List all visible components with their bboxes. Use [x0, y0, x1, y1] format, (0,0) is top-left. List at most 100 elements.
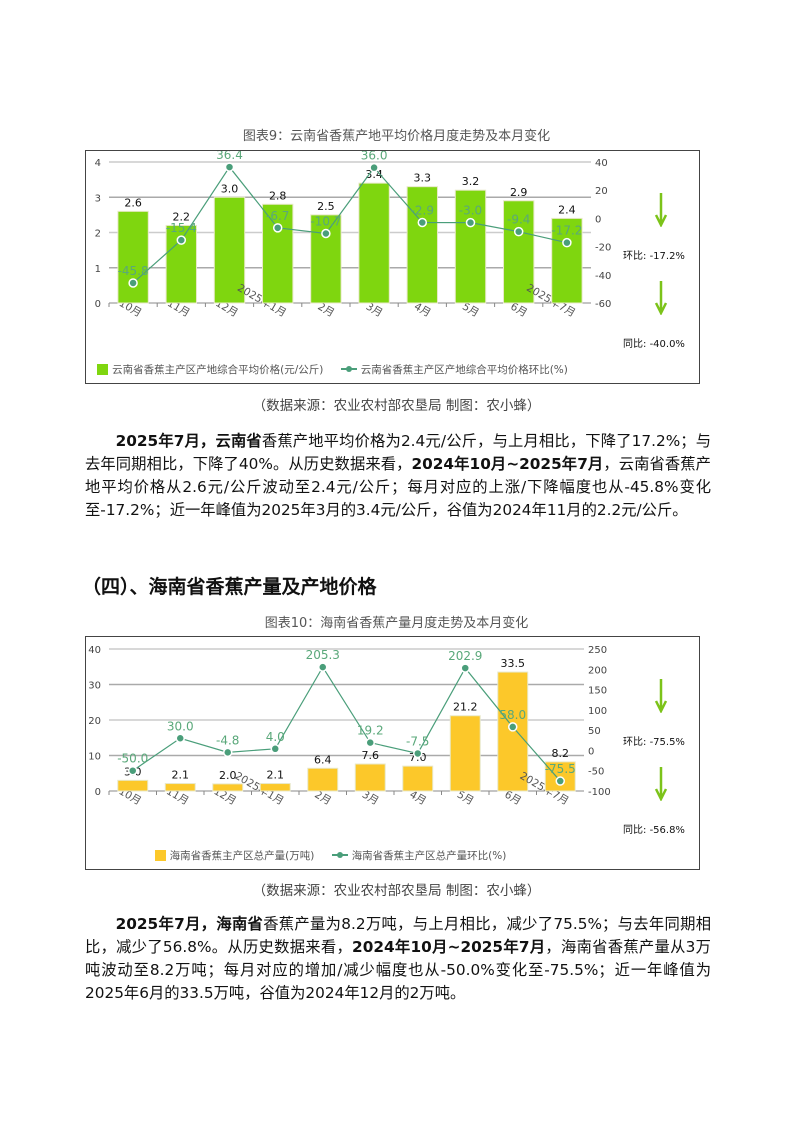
- yoy-label: 同比:: [623, 825, 647, 836]
- chart-legend: 海南省香蕉主产区总产量(万吨) 海南省香蕉主产区总产量环比(%): [24, 848, 637, 863]
- line-point: [175, 733, 185, 744]
- bold-text: 2025年7月，云南省: [115, 432, 262, 450]
- bold-text: 2025年7月，海南省: [115, 915, 264, 933]
- bar-value-label: 2.9: [510, 186, 528, 199]
- line-value-label: -4.8: [216, 733, 239, 747]
- line-value-label: -17.2: [551, 224, 582, 238]
- yoy-value: -56.8%: [649, 825, 685, 836]
- legend-line-label: 云南省香蕉主产区产地综合平均价格环比(%): [360, 364, 568, 376]
- text-segment: ，云南省香蕉产地平均价格从2.6元/公斤波动至2.4元/公斤；每月对应的上涨/下…: [85, 455, 711, 519]
- right-axis-tick: -50: [588, 767, 604, 778]
- left-axis-tick: 0: [95, 299, 101, 310]
- bar: [402, 765, 434, 792]
- line-series: [132, 166, 568, 284]
- yoy-value: -40.0%: [649, 339, 685, 350]
- left-axis-tick: 40: [88, 645, 101, 656]
- right-axis-tick: 0: [595, 214, 601, 225]
- yoy-label: 同比:: [623, 339, 647, 350]
- bar: [354, 763, 386, 792]
- bar-value-label: 2.1: [267, 769, 285, 782]
- bold-text: 2024年10月~2025年7月: [411, 455, 604, 473]
- chart-caption: 图表9：云南省香蕉产地平均价格月度走势及本月变化: [242, 129, 551, 144]
- bar-value-label: 7.6: [362, 749, 380, 762]
- line-series: [132, 665, 561, 782]
- legend-line-swatch: [340, 365, 357, 372]
- bar-value-label: 8.2: [552, 747, 570, 760]
- mom-label: 环比:: [623, 251, 647, 262]
- line-point: [128, 278, 138, 288]
- bar: [454, 189, 487, 304]
- legend-bar-label: 海南省香蕉主产区总产量(万吨): [169, 850, 315, 862]
- right-axis-tick: 150: [588, 686, 607, 697]
- line-point: [272, 223, 283, 233]
- bar-value-label: 3.2: [462, 175, 480, 188]
- bar: [262, 203, 294, 304]
- line-point: [128, 765, 138, 776]
- data-source: （数据来源：农业农村部农垦局 制图：农小蜂）: [252, 398, 541, 414]
- line-point: [176, 235, 187, 245]
- line-point: [513, 226, 524, 237]
- right-axis-tick: 0: [588, 746, 594, 757]
- down-arrow-icon: [654, 193, 668, 227]
- legend-bar-swatch: [154, 850, 166, 861]
- bar: [449, 715, 481, 792]
- bar: [551, 217, 583, 304]
- line-value-label: -75.5: [545, 762, 576, 776]
- line-value-label: -45.8: [118, 264, 149, 278]
- chart-svg: 010203040-100-5005010015020025010月3.011月…: [88, 645, 610, 808]
- line-value-label: 4.0: [266, 730, 285, 744]
- bar: [259, 783, 291, 792]
- left-axis-tick: 4: [95, 158, 101, 169]
- chart-legend: 云南省香蕉主产区产地综合平均价格(元/公斤) 云南省香蕉主产区产地综合平均价格环…: [26, 362, 639, 377]
- line-point: [365, 737, 375, 748]
- line-value-label: 19.2: [357, 724, 384, 738]
- line-value-label: -15.4: [166, 221, 197, 235]
- line-value-label: -3.0: [459, 204, 482, 218]
- line-point: [318, 662, 328, 672]
- line-point: [508, 722, 518, 732]
- chart-caption: 图表10：海南省香蕉产量月度走势及本月变化: [264, 616, 529, 631]
- line-point: [369, 162, 379, 173]
- right-axis-tick: 200: [588, 665, 607, 676]
- right-axis-tick: 100: [588, 706, 607, 717]
- bar-value-label: 3.0: [221, 182, 239, 195]
- bar-value-label: 3.4: [365, 168, 383, 181]
- line-value-label: 30.0: [167, 719, 194, 733]
- line-point: [224, 162, 235, 172]
- bar-value-label: 2.4: [558, 203, 576, 216]
- yoy-change: 同比: -40.0%: [623, 335, 685, 350]
- yoy-change: 同比: -56.8%: [623, 821, 685, 836]
- section-heading: （四）、海南省香蕉产量及产地价格: [82, 576, 377, 598]
- left-axis-tick: 2: [95, 229, 101, 240]
- bar-value-label: 33.5: [501, 657, 526, 670]
- left-axis-tick: 0: [95, 787, 101, 798]
- bar: [212, 783, 244, 792]
- analysis-paragraph: 2025年7月，云南省香蕉产地平均价格为2.4元/公斤，与上月相比，下降了17.…: [85, 430, 711, 522]
- bar: [117, 779, 149, 792]
- data-source: （数据来源：农业农村部农垦局 制图：农小蜂）: [252, 883, 541, 899]
- line-value-label: 205.3: [306, 648, 340, 662]
- bar-value-label: 2.5: [317, 200, 335, 213]
- legend-bar-swatch: [97, 364, 109, 375]
- bar-value-label: 6.4: [314, 753, 332, 766]
- right-axis-tick: 20: [595, 186, 608, 197]
- right-axis-tick: 50: [588, 726, 601, 737]
- bar-value-label: 2.8: [269, 189, 287, 202]
- mom-label: 环比:: [623, 737, 647, 748]
- chart-yunnan-price: 0 1 2 3 4 -60 -40 -20 0 20 40 10月 2.6 11月 2.2 12月 3.0 202…: [85, 150, 700, 384]
- chart-hainan-output: 010203040-100-5005010015020025010月3.011月…: [85, 636, 700, 870]
- line-point: [562, 237, 572, 248]
- left-axis-tick: 10: [88, 752, 101, 763]
- line-point: [413, 748, 423, 759]
- line-value-label: -2.9: [411, 203, 434, 217]
- line-point: [270, 744, 280, 754]
- line-value-label: 36.0: [361, 151, 388, 163]
- line-point: [417, 217, 428, 228]
- bar: [213, 196, 246, 304]
- left-axis-tick: 1: [95, 264, 101, 275]
- legend-line-swatch: [331, 851, 348, 858]
- left-axis-tick: 3: [95, 193, 101, 204]
- line-point: [321, 228, 331, 239]
- bar-value-label: 2.6: [124, 196, 142, 209]
